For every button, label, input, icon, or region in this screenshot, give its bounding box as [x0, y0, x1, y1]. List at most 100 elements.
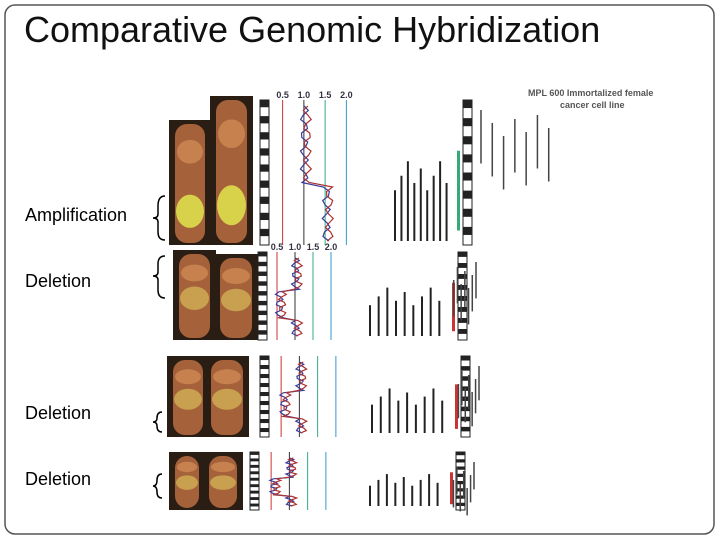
ideogram-band — [458, 252, 467, 257]
caption: MPL 600 Immortalized female — [528, 88, 653, 98]
chromosome-band — [210, 475, 236, 490]
ideogram-band — [463, 172, 472, 181]
ideogram-band — [260, 132, 269, 140]
chromosome-band — [176, 194, 204, 228]
ideogram-band — [250, 503, 259, 507]
ideogram-band — [461, 366, 470, 371]
ideogram-band — [250, 484, 259, 488]
ideogram-band — [258, 330, 267, 335]
ideogram-band — [461, 376, 470, 381]
ideogram-band — [463, 190, 472, 199]
ideogram-band — [463, 208, 472, 217]
ideogram-band — [463, 100, 472, 109]
chromosome-band — [212, 388, 242, 410]
profile-trace — [276, 257, 304, 337]
label: Amplification — [25, 205, 127, 225]
chromosome-band — [174, 388, 202, 410]
ideogram-band — [260, 356, 269, 361]
ideogram-band — [458, 263, 467, 268]
ideogram-band — [258, 281, 267, 286]
ideogram-band — [250, 471, 259, 475]
ideogram-band — [258, 261, 267, 267]
caption: cancer cell line — [560, 100, 625, 110]
profile-trace — [271, 457, 299, 507]
ideogram-band — [260, 212, 269, 221]
label: Deletion — [25, 271, 91, 291]
segment-highlight — [450, 472, 453, 505]
brackets — [152, 195, 166, 499]
ideogram-band — [456, 481, 465, 485]
chromosome-band — [222, 268, 250, 284]
ideogram-band — [456, 459, 465, 463]
ideogram-band — [456, 473, 465, 477]
ratio-tick: 1.5 — [307, 242, 320, 252]
ideogram-band — [250, 458, 259, 462]
profile-trace — [302, 105, 335, 242]
ideogram-band — [260, 374, 269, 379]
ideogram-band — [260, 116, 269, 124]
chromosome-band — [217, 185, 246, 226]
ideogram-band — [258, 310, 267, 316]
chromosome-band — [175, 369, 201, 385]
ideogram-band — [458, 274, 467, 279]
chromosome-band — [176, 475, 198, 490]
ideogram-band — [260, 196, 269, 204]
ideogram-band — [458, 296, 467, 301]
ideogram-band — [258, 320, 267, 325]
ideogram-band — [260, 164, 269, 172]
ratio-tick: 0.5 — [271, 242, 284, 252]
chromosome-band — [181, 264, 208, 282]
ratio-tick: 0.5 — [276, 90, 289, 100]
label: Deletion — [25, 469, 91, 489]
ratio-tick: 2.0 — [340, 90, 353, 100]
slide-border — [4, 4, 715, 535]
ideogram-band — [458, 329, 467, 334]
ideogram-band — [260, 410, 269, 415]
ideogram-band — [463, 136, 472, 145]
chromosome-band — [221, 288, 251, 312]
ratio-tick: 1.5 — [319, 90, 332, 100]
profile-trace — [280, 361, 308, 434]
ideogram-band — [260, 100, 269, 108]
chromosome-band — [213, 369, 241, 385]
ideogram-band — [258, 291, 267, 296]
ideogram-band — [463, 154, 472, 163]
ideogram-band — [458, 318, 467, 323]
ideogram-band — [260, 419, 269, 424]
ideogram-band — [260, 383, 269, 388]
segment-highlight — [455, 384, 458, 429]
ideogram-band — [258, 271, 267, 276]
ideogram-band — [260, 392, 269, 397]
ideogram-band — [458, 307, 467, 312]
ideogram-band — [463, 226, 472, 235]
ideogram-band — [250, 464, 259, 468]
ratio-tick: 1.0 — [298, 90, 311, 100]
chromosome-band — [177, 139, 203, 164]
ideogram-band — [260, 365, 269, 370]
ideogram-band — [250, 477, 259, 481]
ideogram-band — [258, 300, 267, 306]
ideogram-band — [456, 466, 465, 470]
ideogram-band — [260, 148, 269, 156]
chromosome-band — [218, 119, 245, 149]
ideogram-band — [258, 252, 267, 257]
label: Deletion — [25, 403, 91, 423]
ideogram-band — [260, 401, 269, 406]
chromosome-band — [180, 286, 209, 310]
ideogram-band — [260, 428, 269, 433]
ideogram-band — [250, 490, 259, 494]
ideogram-band — [463, 118, 472, 127]
ideogram-band — [461, 356, 470, 361]
chromosome-band — [177, 461, 197, 473]
cgh-figure: MPL 600 Immortalized female cancer cell … — [167, 88, 653, 516]
ratio-tick: 2.0 — [325, 242, 338, 252]
ideogram-band — [250, 497, 259, 501]
chromosome-band — [211, 461, 235, 473]
ideogram-band — [461, 426, 470, 432]
ideogram-band — [458, 285, 467, 290]
ideogram-band — [456, 452, 465, 456]
ideogram-band — [260, 180, 269, 188]
segment-highlight — [457, 150, 460, 231]
